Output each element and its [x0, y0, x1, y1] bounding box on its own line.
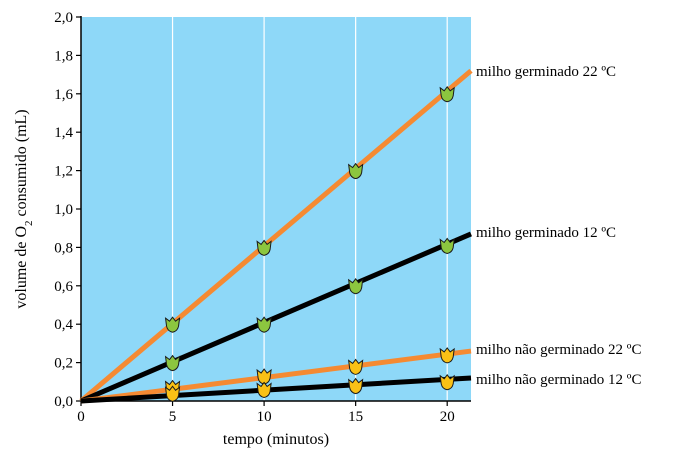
y-axis-title-prefix: volume de O	[13, 226, 30, 309]
data-point	[164, 316, 181, 333]
y-axis-title: volume de O2 consumido (mL)	[13, 109, 35, 308]
y-tick-label: 1,4	[54, 125, 73, 141]
data-point-marker	[439, 373, 455, 391]
data-point-marker	[348, 162, 364, 180]
y-axis-title-suffix: consumido (mL)	[13, 109, 30, 220]
series-label: milho não germinado 12 ºC	[476, 372, 641, 388]
y-tick-label: 1,2	[54, 164, 73, 180]
series-label: milho não germinado 22 ºC	[476, 342, 641, 358]
y-tick-label: 0,6	[54, 279, 73, 295]
x-tick-label: 0	[77, 409, 85, 425]
data-point-marker	[348, 358, 364, 375]
series-line	[80, 348, 472, 404]
y-tick-label: 0,2	[54, 356, 73, 372]
y-tick-label: 0,0	[54, 394, 73, 410]
data-point	[348, 358, 364, 375]
data-markers	[164, 85, 455, 402]
grid-lines	[171, 17, 448, 401]
data-point	[439, 347, 455, 364]
y-axis-title-subscript: 2	[23, 220, 35, 226]
data-point	[164, 385, 181, 402]
axes	[76, 16, 471, 406]
data-point-marker	[439, 347, 455, 364]
data-point	[256, 381, 272, 398]
data-point	[348, 162, 364, 180]
tick-labels: 0,0 0,2 0,4 0,6 0,8 1,0 1,2 1,4 1,6 1,8 2,0 0 5 10 15 2…	[54, 10, 454, 425]
y-tick-label: 0,4	[54, 317, 73, 333]
series-line	[80, 231, 472, 404]
series-labels: milho germinado 22 ºC milho germinado 12 …	[476, 64, 641, 388]
data-point	[256, 316, 272, 333]
data-point-marker	[164, 354, 181, 372]
y-tick-label: 1,8	[54, 48, 73, 64]
data-point	[164, 354, 181, 372]
series-line	[80, 375, 472, 404]
data-point	[348, 277, 364, 295]
data-point-marker	[439, 85, 455, 103]
series-line	[79, 68, 473, 403]
x-tick-label: 20	[440, 409, 455, 425]
data-point	[256, 239, 272, 256]
y-tick-label: 1,6	[54, 87, 73, 103]
data-point-marker	[164, 316, 181, 333]
x-axis-title: tempo (minutos)	[223, 431, 329, 448]
plot-background	[81, 17, 471, 401]
data-point	[439, 237, 455, 254]
y-tick-label: 1,0	[54, 202, 73, 218]
data-point-marker	[348, 277, 364, 295]
x-tick-label: 15	[348, 409, 363, 425]
y-tick-label: 2,0	[54, 10, 73, 26]
data-point-marker	[256, 381, 272, 398]
series-lines	[79, 68, 473, 404]
y-tick-label: 0,8	[54, 240, 73, 256]
x-tick-label: 5	[169, 409, 177, 425]
x-tick-label: 10	[257, 409, 272, 425]
data-point-marker	[256, 239, 272, 256]
data-point-marker	[439, 237, 455, 254]
data-point	[439, 373, 455, 391]
data-point-marker	[164, 385, 181, 402]
series-label: milho germinado 12 ºC	[476, 225, 616, 241]
data-point	[439, 85, 455, 103]
data-point-marker	[256, 316, 272, 333]
data-point	[348, 377, 364, 395]
series-label: milho germinado 22 ºC	[476, 64, 616, 80]
data-point-marker	[348, 377, 364, 395]
